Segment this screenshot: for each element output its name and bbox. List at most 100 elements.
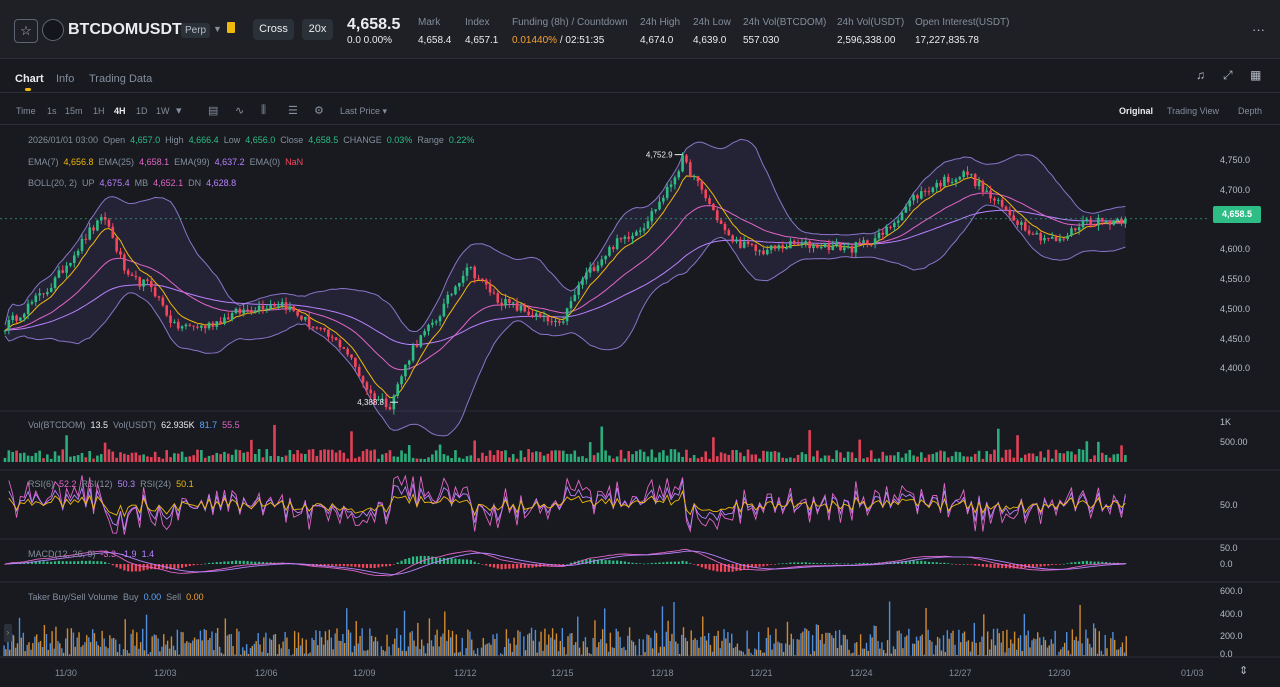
macd-histogram-bar — [985, 564, 988, 568]
view-depth[interactable]: Depth — [1238, 106, 1263, 116]
macd-histogram-bar — [80, 560, 84, 564]
active-tab-indicator — [25, 88, 31, 91]
expand-icon[interactable]: ⤢ — [1223, 68, 1233, 82]
volume-bar — [958, 452, 962, 462]
macd-histogram-bar — [34, 561, 37, 564]
candle-body — [161, 297, 165, 306]
candle-body — [977, 181, 981, 187]
more-icon[interactable]: ··· — [1252, 22, 1265, 37]
volume-bar — [719, 452, 723, 462]
timeframe-4h[interactable]: 4H — [114, 106, 126, 116]
macd-histogram-bar — [793, 562, 796, 564]
taker-buy-bar — [473, 650, 475, 656]
view-original[interactable]: Original — [1119, 106, 1154, 116]
scale-toggle-icon[interactable]: ⇕ — [1239, 665, 1249, 677]
taker-buy-bar — [115, 639, 117, 656]
taker-sell-bar — [51, 631, 53, 656]
taker-buy-bar — [592, 637, 594, 656]
tab-info[interactable]: Info — [56, 73, 75, 85]
macd-histogram-bar — [777, 563, 780, 565]
vol-quote-label: Vol(USDT) — [113, 420, 157, 430]
ema25-line — [4, 192, 1126, 371]
view-trading-view[interactable]: Trading View — [1167, 106, 1220, 116]
candle-body — [573, 294, 577, 302]
volume-bar — [1074, 454, 1077, 462]
volume-bar — [985, 451, 989, 462]
macd-histogram-bar — [196, 564, 199, 565]
macd-histogram-bar — [1089, 561, 1092, 564]
timeframe-15m[interactable]: 15m — [65, 106, 83, 116]
macd-histogram-bar — [847, 563, 850, 565]
taker-buy-bar — [72, 632, 75, 656]
taker-buy-bar — [349, 632, 352, 656]
layout-grid-icon[interactable]: ▦ — [1250, 68, 1262, 82]
volume-bar — [180, 451, 184, 462]
taker-sell-bar — [1025, 635, 1027, 656]
macd-histogram-bar — [696, 564, 700, 566]
candle-body — [173, 321, 176, 323]
timeframe-1h[interactable]: 1H — [93, 106, 105, 116]
volume-bar — [692, 454, 696, 462]
macd-label: MACD(12, 26, 9) — [28, 549, 96, 559]
price-type-select[interactable]: Last Price ▾ — [340, 106, 387, 117]
taker-sell-bar — [621, 647, 623, 656]
chart-type-icon[interactable]: ⫼ — [261, 104, 267, 116]
volume-bar — [46, 454, 49, 462]
collapse-panel-button[interactable]: › — [4, 624, 12, 642]
candle-body — [334, 337, 338, 341]
tab-trading-data[interactable]: Trading Data — [89, 73, 153, 85]
taker-sell-bar — [243, 650, 246, 656]
margin-mode-button[interactable]: Cross — [253, 19, 294, 40]
taker-sell-bar — [586, 647, 588, 656]
taker-sell-bar — [386, 634, 388, 656]
macd-histogram-bar — [885, 561, 888, 564]
volume-bar — [781, 457, 784, 462]
macd-histogram-bar — [566, 563, 569, 565]
candle-body — [354, 357, 357, 367]
taker-buy-bar — [804, 628, 806, 656]
candle-body — [180, 326, 184, 329]
timeframe-1w[interactable]: 1W — [156, 106, 170, 116]
macd-histogram-bar — [365, 564, 368, 569]
bookmark-icon[interactable] — [227, 22, 235, 33]
favorite-star-icon[interactable]: ☆ — [14, 19, 38, 43]
symbol-name[interactable]: BTCDOMUSDT — [68, 21, 182, 38]
settings-gear-icon[interactable]: ⚙ — [314, 105, 324, 117]
settings-sliders-icon[interactable]: ☰ — [288, 105, 298, 117]
timeframe-time[interactable]: Time — [16, 106, 36, 116]
taker-sell-bar — [575, 642, 577, 656]
taker-buy-bar — [465, 648, 467, 656]
taker-buy-bar — [896, 631, 898, 656]
taker-sell-bar — [775, 628, 777, 656]
macd-histogram-bar — [708, 564, 711, 570]
volume-bar — [146, 456, 149, 462]
timeframe-1s[interactable]: 1s — [47, 106, 57, 116]
timeframe-1d[interactable]: 1D — [136, 106, 148, 116]
volume-bar — [816, 450, 819, 462]
taker-sell-bar — [193, 637, 196, 656]
calendar-icon[interactable]: ▤ — [208, 105, 219, 117]
taker-sell-bar — [432, 646, 434, 656]
taker-buy-bar — [761, 652, 764, 656]
taker-buy-bar — [195, 639, 198, 656]
taker-sell-bar — [856, 642, 858, 656]
taker-sell-bar — [613, 647, 615, 656]
indicators-icon[interactable]: ∿ — [235, 105, 245, 117]
timeframe-dropdown-icon[interactable]: ▾ — [176, 105, 182, 117]
tab-chart[interactable]: Chart — [15, 73, 44, 85]
macd-histogram-bar — [92, 561, 95, 564]
price-chart[interactable]: 4,752.94,388.8 — [0, 125, 1280, 687]
symbol-dropdown-icon[interactable]: ▼ — [213, 24, 222, 34]
candle-body — [985, 190, 989, 192]
bell-icon[interactable]: ♫ — [1196, 68, 1205, 82]
taker-buy-bar — [892, 646, 895, 656]
candle-body — [704, 189, 707, 199]
ema99-line — [4, 209, 1126, 346]
macd-histogram-bar — [496, 564, 499, 569]
taker-sell-bar — [1006, 629, 1008, 656]
volume-bar — [203, 457, 207, 462]
volume-bar — [877, 458, 881, 462]
taker-sell-bar — [267, 652, 269, 656]
candle-body — [169, 315, 172, 323]
leverage-button[interactable]: 20x — [302, 19, 333, 40]
